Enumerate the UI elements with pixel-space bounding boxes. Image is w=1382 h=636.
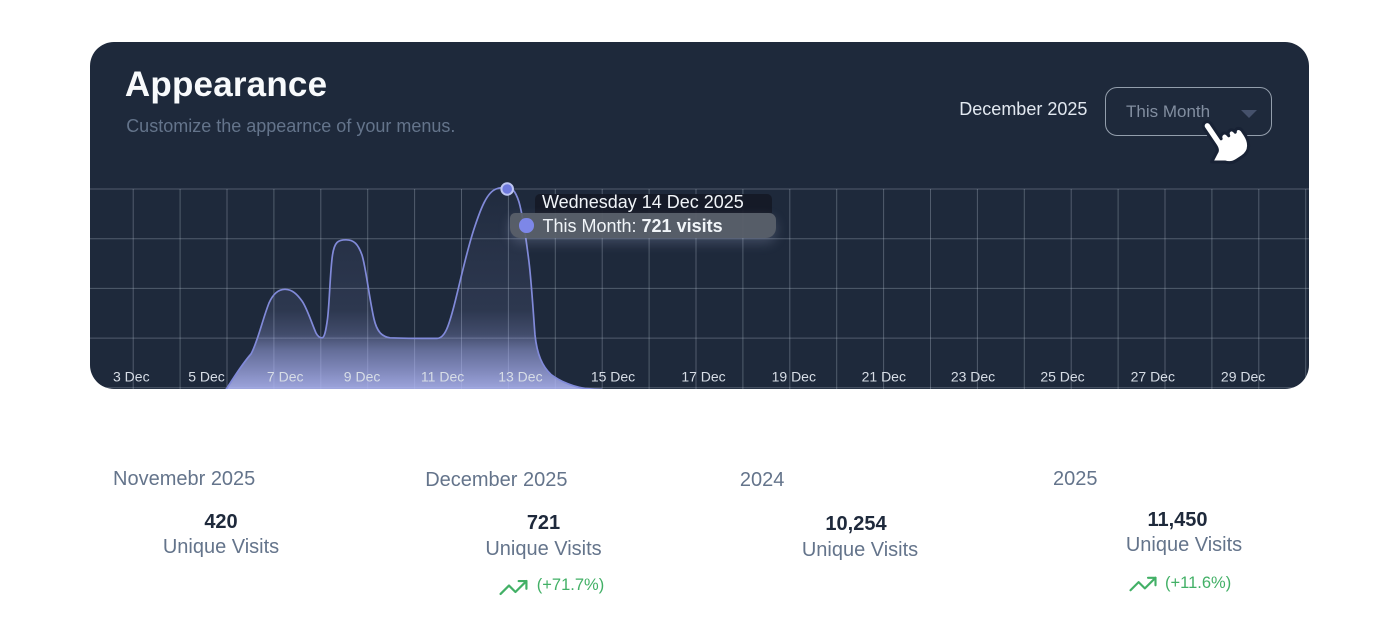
svg-text:19 Dec: 19 Dec: [772, 369, 816, 385]
svg-text:15 Dec: 15 Dec: [591, 369, 635, 385]
svg-text:29 Dec: 29 Dec: [1221, 369, 1265, 385]
svg-text:3 Dec: 3 Dec: [113, 369, 150, 385]
svg-text:7 Dec: 7 Dec: [267, 369, 304, 385]
svg-text:23 Dec: 23 Dec: [951, 369, 995, 385]
svg-text:9 Dec: 9 Dec: [344, 369, 381, 385]
svg-text:27 Dec: 27 Dec: [1131, 369, 1175, 385]
svg-text:13 Dec: 13 Dec: [498, 369, 542, 385]
svg-text:21 Dec: 21 Dec: [862, 369, 906, 385]
svg-text:11 Dec: 11 Dec: [421, 369, 464, 385]
svg-text:17 Dec: 17 Dec: [681, 369, 725, 385]
svg-text:25 Dec: 25 Dec: [1040, 369, 1084, 385]
svg-text:5 Dec: 5 Dec: [188, 369, 225, 385]
